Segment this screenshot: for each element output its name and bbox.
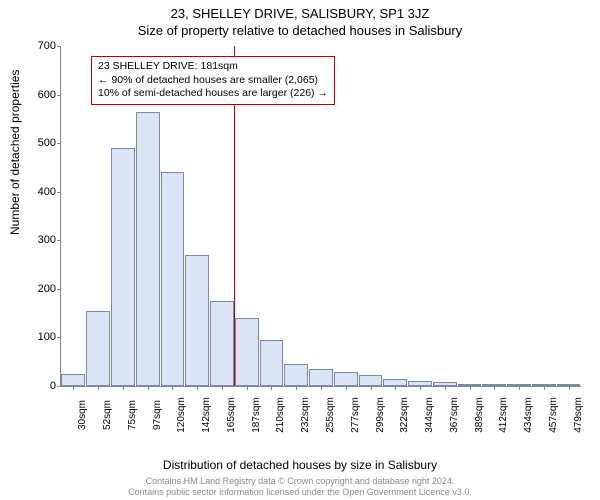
x-tick-mark (371, 386, 372, 390)
page-title-subtitle: Size of property relative to detached ho… (0, 21, 600, 38)
histogram-bar (359, 375, 383, 386)
y-tick-mark (57, 289, 61, 290)
histogram-bar (210, 301, 234, 386)
y-axis-label: Number of detached properties (8, 70, 22, 235)
histogram-bar (309, 369, 333, 386)
annotation-line: 23 SHELLEY DRIVE: 181sqm (98, 60, 328, 74)
x-tick-mark (519, 386, 520, 390)
histogram-bar (86, 311, 110, 386)
y-tick-mark (57, 386, 61, 387)
y-tick-label: 700 (21, 40, 56, 52)
histogram-bar (61, 374, 85, 386)
x-tick-mark (494, 386, 495, 390)
x-tick-mark (445, 386, 446, 390)
y-tick-mark (57, 95, 61, 96)
annotation-box: 23 SHELLEY DRIVE: 181sqm← 90% of detache… (91, 56, 335, 105)
x-tick-label: 479sqm (573, 397, 584, 433)
x-axis-label: Distribution of detached houses by size … (0, 458, 600, 472)
y-tick-mark (57, 337, 61, 338)
y-tick-mark (57, 143, 61, 144)
x-tick-mark (222, 386, 223, 390)
y-tick-label: 0 (21, 380, 56, 392)
x-tick-label: 97sqm (152, 400, 163, 430)
y-tick-mark (57, 240, 61, 241)
x-tick-label: 322sqm (399, 397, 410, 433)
x-tick-label: 389sqm (474, 397, 485, 433)
x-tick-label: 255sqm (325, 397, 336, 433)
footer-attribution: Contains HM Land Registry data © Crown c… (0, 476, 600, 498)
y-tick-label: 300 (21, 234, 56, 246)
x-tick-label: 165sqm (226, 397, 237, 433)
x-tick-label: 277sqm (350, 397, 361, 433)
histogram-bar (111, 148, 135, 386)
x-tick-mark (247, 386, 248, 390)
x-tick-label: 52sqm (102, 400, 113, 430)
x-tick-mark (321, 386, 322, 390)
histogram-bar (235, 318, 259, 386)
y-tick-mark (57, 192, 61, 193)
x-tick-mark (148, 386, 149, 390)
y-tick-label: 500 (21, 137, 56, 149)
x-tick-label: 457sqm (548, 397, 559, 433)
x-tick-mark (271, 386, 272, 390)
x-tick-label: 232sqm (300, 397, 311, 433)
x-tick-mark (98, 386, 99, 390)
histogram-bar (185, 255, 209, 386)
y-tick-label: 100 (21, 331, 56, 343)
x-tick-mark (123, 386, 124, 390)
page-title-address: 23, SHELLEY DRIVE, SALISBURY, SP1 3JZ (0, 0, 600, 21)
chart-area: 010020030040050060070030sqm52sqm75sqm97s… (60, 46, 580, 426)
histogram-bar (383, 379, 407, 386)
x-tick-mark (296, 386, 297, 390)
histogram-bar (161, 172, 185, 386)
annotation-line: ← 90% of detached houses are smaller (2,… (98, 74, 328, 88)
x-tick-label: 344sqm (424, 397, 435, 433)
x-tick-mark (544, 386, 545, 390)
x-tick-mark (395, 386, 396, 390)
footer-line2: Contains public sector information licen… (0, 487, 600, 498)
x-tick-label: 412sqm (498, 397, 509, 433)
histogram-bar (284, 364, 308, 386)
x-tick-label: 299sqm (375, 397, 386, 433)
histogram-bar (136, 112, 160, 386)
x-tick-label: 75sqm (127, 400, 138, 430)
annotation-line: 10% of semi-detached houses are larger (… (98, 87, 328, 101)
y-tick-label: 200 (21, 283, 56, 295)
x-tick-label: 187sqm (251, 397, 262, 433)
histogram-bar (334, 372, 358, 386)
x-tick-mark (346, 386, 347, 390)
x-tick-label: 30sqm (77, 400, 88, 430)
footer-line1: Contains HM Land Registry data © Crown c… (0, 476, 600, 487)
y-tick-label: 400 (21, 186, 56, 198)
histogram-bar (260, 340, 284, 386)
x-tick-label: 210sqm (275, 397, 286, 433)
x-tick-label: 142sqm (201, 397, 212, 433)
x-tick-mark (172, 386, 173, 390)
y-tick-mark (57, 46, 61, 47)
x-tick-mark (420, 386, 421, 390)
histogram-plot: 010020030040050060070030sqm52sqm75sqm97s… (60, 46, 581, 387)
y-tick-label: 600 (21, 89, 56, 101)
x-tick-mark (470, 386, 471, 390)
x-tick-mark (569, 386, 570, 390)
x-tick-label: 434sqm (523, 397, 534, 433)
x-tick-mark (197, 386, 198, 390)
x-tick-mark (73, 386, 74, 390)
x-tick-label: 367sqm (449, 397, 460, 433)
x-tick-label: 120sqm (176, 397, 187, 433)
